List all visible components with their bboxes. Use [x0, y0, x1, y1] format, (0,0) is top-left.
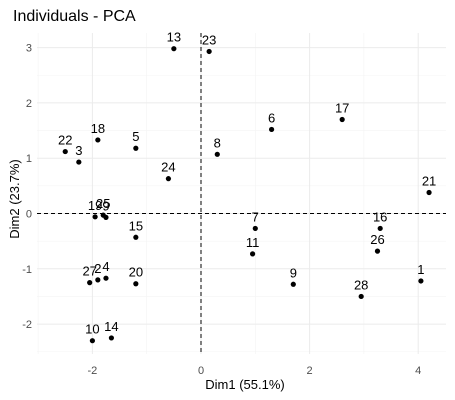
data-points	[62, 46, 432, 344]
x-tick-label: 2	[307, 365, 313, 377]
data-point	[87, 280, 93, 286]
y-tick-label: -2	[22, 319, 32, 331]
data-point	[290, 281, 296, 287]
data-point	[103, 214, 109, 220]
point-label: 26	[370, 232, 384, 247]
data-point	[268, 126, 275, 133]
y-tick-label: 1	[26, 153, 32, 165]
point-label: 3	[75, 143, 82, 158]
point-label: 17	[335, 100, 349, 115]
data-point	[108, 335, 115, 341]
point-label: 1	[417, 262, 424, 277]
data-point	[133, 281, 139, 287]
data-point	[103, 275, 109, 281]
data-point	[62, 148, 68, 155]
point-label: 10	[85, 322, 99, 337]
point-label: 23	[202, 32, 216, 47]
point-label: 16	[373, 209, 387, 224]
x-axis-label: Dim1 (55.1%)	[205, 377, 284, 392]
point-label: 9	[290, 265, 297, 280]
data-point	[165, 176, 172, 182]
data-point	[249, 251, 256, 257]
point-label: 15	[129, 218, 143, 233]
data-point	[133, 145, 139, 151]
data-point	[358, 293, 364, 300]
point-label: 28	[354, 277, 368, 292]
data-point	[252, 225, 258, 232]
point-label: 4	[102, 259, 109, 274]
data-point	[133, 234, 139, 240]
y-tick-label: 3	[26, 43, 32, 55]
point-label: 13	[167, 30, 181, 45]
point-label: 8	[214, 135, 221, 150]
point-label: 24	[161, 160, 175, 175]
y-tick-label: 0	[26, 209, 32, 221]
data-point	[339, 116, 345, 123]
data-point	[89, 338, 95, 344]
point-label: 27	[82, 264, 96, 279]
data-point	[95, 137, 101, 143]
point-label: 18	[91, 121, 105, 136]
data-point	[214, 151, 220, 157]
x-tick-label: 0	[198, 365, 204, 377]
x-tick-label: -2	[88, 365, 98, 377]
data-point	[426, 189, 432, 196]
data-point	[76, 159, 82, 165]
data-point	[95, 277, 101, 283]
point-label: 5	[132, 129, 139, 144]
point-label: 9	[102, 198, 109, 213]
y-axis-label: Dim2 (23.7%)	[7, 159, 22, 238]
point-label: 11	[246, 235, 260, 250]
data-point	[92, 214, 98, 220]
point-label: 19	[88, 198, 102, 213]
chart-title: Individuals - PCA	[13, 8, 136, 25]
data-point	[171, 46, 177, 52]
data-point	[206, 48, 212, 55]
x-tick-label: 4	[415, 365, 421, 377]
point-label: 25	[96, 196, 110, 211]
point-label: 21	[422, 173, 436, 188]
point-label: 6	[268, 110, 275, 125]
point-label: 2	[94, 261, 101, 276]
point-label: 22	[58, 133, 72, 148]
data-point	[377, 225, 383, 232]
grid	[37, 33, 446, 354]
y-tick-labels: -2 -1 0 1 2 3	[22, 43, 32, 332]
reference-lines	[37, 33, 446, 354]
x-tick-labels: -2 0 2 4	[88, 365, 422, 377]
point-label: 7	[252, 209, 259, 224]
data-point	[374, 248, 381, 254]
y-tick-label: -1	[22, 264, 32, 276]
y-tick-label: 2	[26, 98, 32, 110]
point-label: 20	[129, 265, 143, 280]
data-point	[418, 278, 424, 284]
point-label: 14	[104, 319, 118, 334]
